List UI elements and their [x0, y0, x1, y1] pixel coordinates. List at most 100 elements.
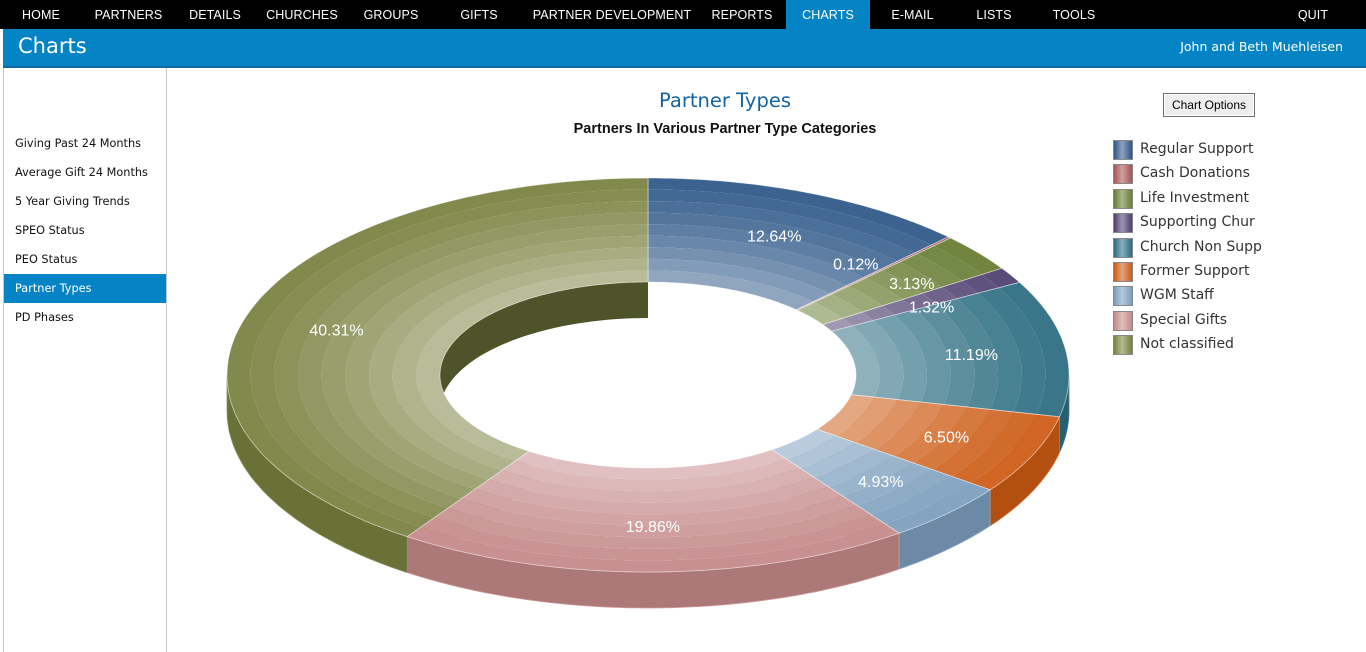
- slice-band: [800, 442, 875, 478]
- slice-band: [813, 293, 832, 303]
- slice-band: [852, 320, 904, 400]
- slice-band: [842, 462, 933, 506]
- slice-band: [913, 407, 990, 470]
- legend-item-former-support: Former Support: [1113, 262, 1313, 284]
- legend-label: Regular Support: [1140, 141, 1254, 157]
- slice-band: [488, 468, 815, 503]
- slice-band: [648, 224, 881, 278]
- slice-band: [814, 449, 894, 487]
- slice-band: [932, 409, 1014, 477]
- legend-item-church-non-supp: Church Non Supp: [1113, 237, 1313, 260]
- header-divider: [3, 66, 1366, 68]
- data-label-church-non-supp: 11.19%: [945, 347, 998, 364]
- slice-former-support: [816, 394, 1060, 491]
- chart-options-button[interactable]: Chart Options: [1163, 93, 1255, 117]
- slice-band: [915, 304, 975, 407]
- slice-not-classified: [226, 177, 649, 538]
- slice-band: [474, 477, 829, 515]
- slice-band: [942, 280, 978, 299]
- slice-band: [870, 476, 971, 524]
- legend-item-life-investment: Life Investment: [1113, 188, 1313, 211]
- slice-band: [786, 435, 856, 469]
- slice-band: [894, 309, 951, 405]
- slice-band: [416, 270, 648, 461]
- slice-band: [321, 224, 648, 499]
- slice-band: [407, 523, 900, 572]
- data-label-not-classified: 40.31%: [309, 323, 363, 340]
- sidebar-item-pd-phases[interactable]: PD Phases: [15, 311, 74, 324]
- slice-band: [936, 298, 998, 410]
- slice-wgm-staff: [771, 428, 991, 534]
- sidebar-item-speo-status[interactable]: SPEO Status: [15, 224, 85, 237]
- slice-band: [855, 399, 921, 450]
- slice-band: [648, 235, 864, 286]
- sidebar-item-5-year-giving-trends[interactable]: 5 Year Giving Trends: [15, 195, 130, 208]
- slice-band: [447, 496, 857, 538]
- slice-band: [977, 287, 1046, 415]
- nav-item-charts[interactable]: CHARTS: [786, 0, 870, 29]
- legend-swatch: [1113, 164, 1133, 185]
- slice-special-gifts: [406, 449, 901, 573]
- slice-band: [830, 285, 849, 295]
- data-label-former-support: 6.50%: [924, 429, 969, 446]
- legend-swatch: [1113, 213, 1133, 234]
- legend-item-wgm-staff: WGM Staff: [1113, 286, 1313, 308]
- slice-band: [797, 302, 843, 325]
- legend-label: Special Gifts: [1140, 311, 1228, 328]
- slice-band: [863, 269, 883, 279]
- slice-outline: [226, 177, 649, 538]
- nav-item-partners[interactable]: PARTNERS: [94, 8, 163, 22]
- sidebar-item-peo-status[interactable]: PEO Status: [15, 253, 78, 266]
- nav-item-tools[interactable]: TOOLS: [1052, 8, 1096, 22]
- nav-item-partner-development[interactable]: PARTNER DEVELOPMENT: [532, 8, 692, 22]
- sidebar-item-average-gift-24-months[interactable]: Average Gift 24 Months: [15, 166, 148, 179]
- legend-label: WGM Staff: [1140, 287, 1214, 304]
- slice-band: [648, 247, 847, 294]
- legend-swatch: [1113, 237, 1133, 258]
- legend-label: Supporting Chur: [1140, 214, 1255, 231]
- legend-swatch: [1113, 310, 1133, 331]
- slice-band: [856, 469, 952, 515]
- slice-band: [956, 293, 1022, 412]
- slice-band: [951, 411, 1037, 484]
- legend-label: Not classified: [1140, 336, 1234, 353]
- nav-item-lists[interactable]: LISTS: [976, 8, 1012, 22]
- slice-band: [831, 325, 880, 398]
- slice-band: [894, 404, 967, 463]
- legend-swatch: [1113, 262, 1133, 282]
- nav-item-details[interactable]: DETAILS: [189, 8, 241, 22]
- slice-band: [922, 287, 957, 305]
- slice-band: [899, 254, 963, 288]
- sidebar-item-partner-types[interactable]: Partner Types: [4, 274, 166, 303]
- slice-supporting-chur: [821, 267, 1021, 332]
- nav-item-gifts[interactable]: GIFTS: [460, 8, 498, 22]
- legend-item-supporting-chur: Supporting Chur: [1113, 213, 1313, 235]
- partner-types-donut-chart: 12.64% 0.12% 3.13% 1.32% 11.19% 6.50% 4.93% 19.…: [226, 177, 1070, 609]
- slice-band: [916, 246, 982, 281]
- slice-band: [831, 286, 883, 313]
- nav-item-groups[interactable]: GROUPS: [363, 8, 419, 22]
- nav-item-churches[interactable]: CHURCHES: [266, 8, 338, 22]
- slice-band: [885, 483, 991, 534]
- legend-swatch: [1113, 188, 1133, 209]
- slice-band: [515, 449, 787, 480]
- slice-band: [998, 282, 1069, 417]
- data-label-special-gifts: 19.86%: [626, 519, 680, 536]
- slice-band: [880, 261, 900, 271]
- nav-item-e-mail[interactable]: E-MAIL: [891, 8, 934, 22]
- inner-wall-not-classified: [440, 282, 648, 411]
- left-border: [3, 68, 4, 652]
- slice-band: [882, 262, 943, 294]
- slice-band: [962, 274, 999, 294]
- slice-band: [897, 253, 917, 263]
- slice-band: [836, 397, 898, 443]
- sidebar-item-giving-past-24-months[interactable]: Giving Past 24 Months: [15, 137, 142, 150]
- legend-swatch: [1113, 140, 1133, 160]
- slice-band: [817, 394, 875, 436]
- nav-item-reports[interactable]: REPORTS: [711, 8, 773, 22]
- legend-swatch: [1113, 335, 1133, 356]
- slice-band: [814, 294, 863, 319]
- nav-item-home[interactable]: HOME: [22, 8, 60, 22]
- chart-title: Partner Types: [658, 89, 791, 112]
- nav-item-quit[interactable]: QUIT: [1297, 8, 1329, 22]
